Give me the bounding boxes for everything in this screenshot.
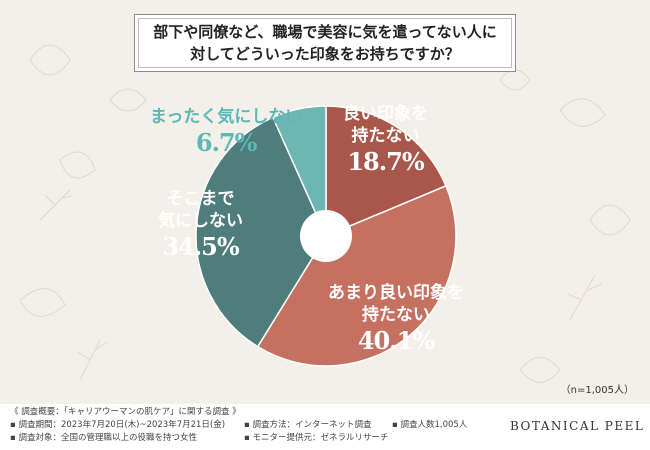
slice-mattaku-kinishinai bbox=[271, 105, 327, 237]
survey-target: ▪ 調査対象：全国の管理職以上の役職を持つ女性 bbox=[10, 433, 197, 443]
donut-hole bbox=[300, 210, 352, 262]
question-box: 部下や同僚など、職場で美容に気を遣ってない人に 対してどういった印象をお持ちです… bbox=[134, 14, 516, 72]
slice-sokomade-kinishinai bbox=[195, 116, 327, 348]
label-amari-value: 40.1% bbox=[357, 326, 435, 355]
survey-period: ▪ 調査期間：2023年7月20日(木)~2023年7月21日(金) bbox=[10, 420, 226, 430]
brand-logo: BOTANICAL PEEL bbox=[510, 419, 645, 433]
survey-summary: 《 調査概要：「キャリアウーマンの肌ケア」に関する調査 》 bbox=[10, 407, 241, 417]
label-mattaku-value: 6.7% bbox=[195, 128, 258, 157]
label-amari-line1: あまり良い印象を bbox=[328, 283, 464, 303]
label-sokomade-line1: そこまで bbox=[166, 189, 235, 209]
label-yoi-inshou: 良い印象を 持たない 18.7% bbox=[343, 103, 428, 177]
label-amari-line2: 持たない bbox=[362, 305, 430, 325]
footer: 《 調査概要：「キャリアウーマンの肌ケア」に関する調査 》 ▪ 調査期間：202… bbox=[0, 404, 650, 450]
survey-count: ▪ 調査人数1,005人 bbox=[392, 420, 468, 430]
label-yoi-inshou-line2: 持たない bbox=[351, 126, 420, 146]
slice-yoi-inshou-motanai bbox=[325, 105, 447, 238]
label-mattaku: まったく気にしない 6.7% bbox=[150, 106, 302, 158]
sample-size-note: （n=1,005人） bbox=[560, 385, 634, 396]
label-sokomade-value: 34.5% bbox=[162, 232, 239, 261]
label-mattaku-name: まったく気にしない bbox=[150, 107, 303, 127]
label-yoi-inshou-value: 18.7% bbox=[347, 147, 424, 176]
label-sokomade: そこまで 気にしない 34.5% bbox=[158, 188, 243, 262]
label-yoi-inshou-line1: 良い印象を bbox=[343, 104, 428, 124]
survey-method: ▪ 調査方法：インターネット調査 bbox=[244, 420, 372, 430]
label-sokomade-line2: 気にしない bbox=[158, 211, 243, 231]
slice-amari-yoi-inshou-motanai bbox=[256, 184, 457, 367]
monitor-provider: ▪ モニター提供元：ゼネラルリサーチ bbox=[244, 433, 389, 443]
label-amari: あまり良い印象を 持たない 40.1% bbox=[328, 282, 464, 356]
